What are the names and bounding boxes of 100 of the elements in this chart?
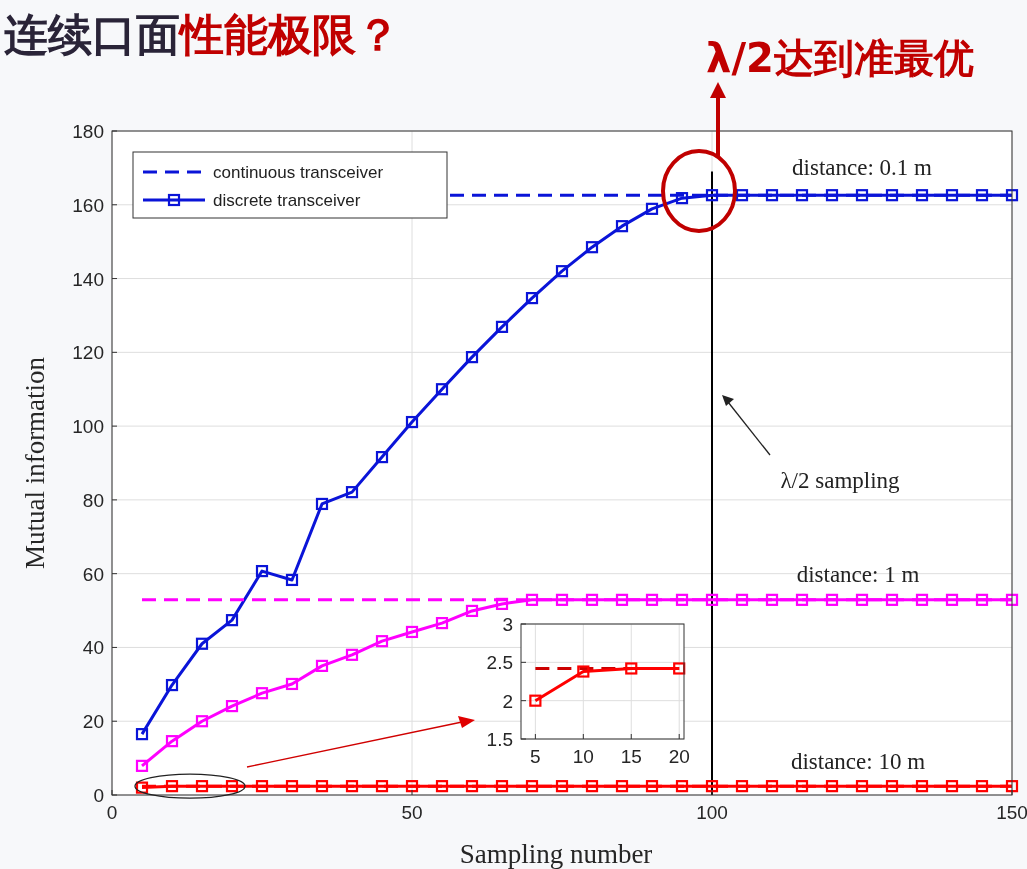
point — [405, 780, 419, 793]
annotation: distance: 10 m — [790, 749, 926, 774]
point — [195, 715, 209, 728]
x-tick-label: 10 — [572, 746, 594, 767]
x-tick-label: 5 — [530, 746, 541, 767]
point — [495, 597, 509, 611]
y-tick-label: 140 — [72, 268, 104, 290]
point — [285, 780, 299, 793]
point — [585, 780, 599, 793]
annotation: distance: 1 m — [796, 562, 920, 587]
annotation: distance: 0.1 m — [792, 155, 933, 180]
annotation: λ/2 sampling — [780, 468, 901, 493]
point — [825, 780, 839, 793]
point — [315, 780, 329, 793]
point — [765, 593, 779, 606]
point — [345, 486, 359, 499]
point — [615, 780, 629, 793]
y-tick-label: 160 — [72, 194, 104, 216]
point — [795, 189, 809, 202]
y-axis-title: Mutual information — [20, 356, 50, 570]
point — [615, 220, 629, 233]
point — [495, 780, 509, 793]
point — [615, 593, 629, 606]
point — [465, 351, 479, 364]
y-tick-label: 20 — [82, 711, 104, 733]
point — [1005, 780, 1019, 793]
x-tick-label: 150 — [996, 802, 1027, 823]
point — [315, 659, 329, 672]
point — [825, 593, 839, 606]
point — [705, 189, 719, 202]
point — [195, 637, 209, 650]
point — [165, 735, 179, 748]
point — [975, 780, 989, 793]
point — [625, 662, 638, 675]
point — [375, 451, 389, 464]
chart-title: 连续口面性能极限？ — [4, 9, 400, 60]
point — [675, 192, 689, 205]
point — [765, 189, 779, 202]
legend-label: discrete transceiver — [213, 191, 361, 210]
point — [195, 780, 209, 793]
point — [855, 189, 869, 202]
point — [765, 780, 779, 793]
point — [945, 780, 959, 793]
point — [855, 780, 869, 793]
point — [645, 593, 659, 606]
y-tick-label: 2.5 — [486, 652, 513, 674]
x-tick-label: 20 — [668, 746, 690, 767]
point — [375, 635, 389, 648]
point — [885, 593, 899, 606]
point — [705, 780, 719, 793]
y-tick-label: 100 — [72, 416, 104, 438]
x-tick-label: 0 — [106, 802, 118, 823]
point — [345, 780, 359, 793]
point — [577, 665, 590, 678]
point — [525, 593, 539, 606]
x-axis-title: Sampling number — [459, 839, 653, 869]
point — [885, 189, 899, 202]
point — [945, 593, 959, 606]
point — [795, 780, 809, 793]
point — [825, 189, 839, 202]
point — [585, 593, 599, 606]
point — [525, 292, 539, 305]
point — [135, 759, 149, 772]
y-tick-label: 180 — [72, 121, 104, 142]
point — [529, 694, 542, 707]
point — [1005, 593, 1019, 606]
y-tick-label: 60 — [82, 563, 104, 585]
point — [405, 415, 419, 429]
y-tick-label: 2 — [502, 690, 513, 712]
point — [645, 780, 659, 793]
point — [435, 780, 449, 793]
point — [675, 780, 689, 793]
point — [405, 625, 419, 639]
point — [885, 780, 899, 793]
text: λ/2达到准最优 — [706, 35, 974, 81]
point — [165, 780, 179, 793]
point — [285, 677, 299, 691]
point — [165, 678, 179, 692]
point — [915, 593, 929, 606]
point — [705, 593, 719, 606]
point — [585, 241, 599, 254]
point — [135, 781, 149, 794]
point — [255, 780, 269, 793]
point — [915, 189, 929, 202]
y-tick-label: 3 — [502, 614, 513, 635]
point — [735, 593, 749, 606]
legend-label: continuous transceiver — [213, 163, 384, 182]
point — [315, 497, 329, 511]
point — [465, 780, 479, 793]
point — [225, 780, 239, 793]
y-tick-label: 120 — [72, 342, 104, 364]
point — [915, 780, 929, 793]
point — [555, 265, 569, 278]
point — [675, 593, 689, 606]
y-tick-label: 80 — [82, 489, 104, 511]
point — [435, 617, 449, 630]
point — [255, 564, 269, 578]
point — [285, 573, 299, 587]
point — [465, 604, 479, 618]
point — [525, 780, 539, 793]
